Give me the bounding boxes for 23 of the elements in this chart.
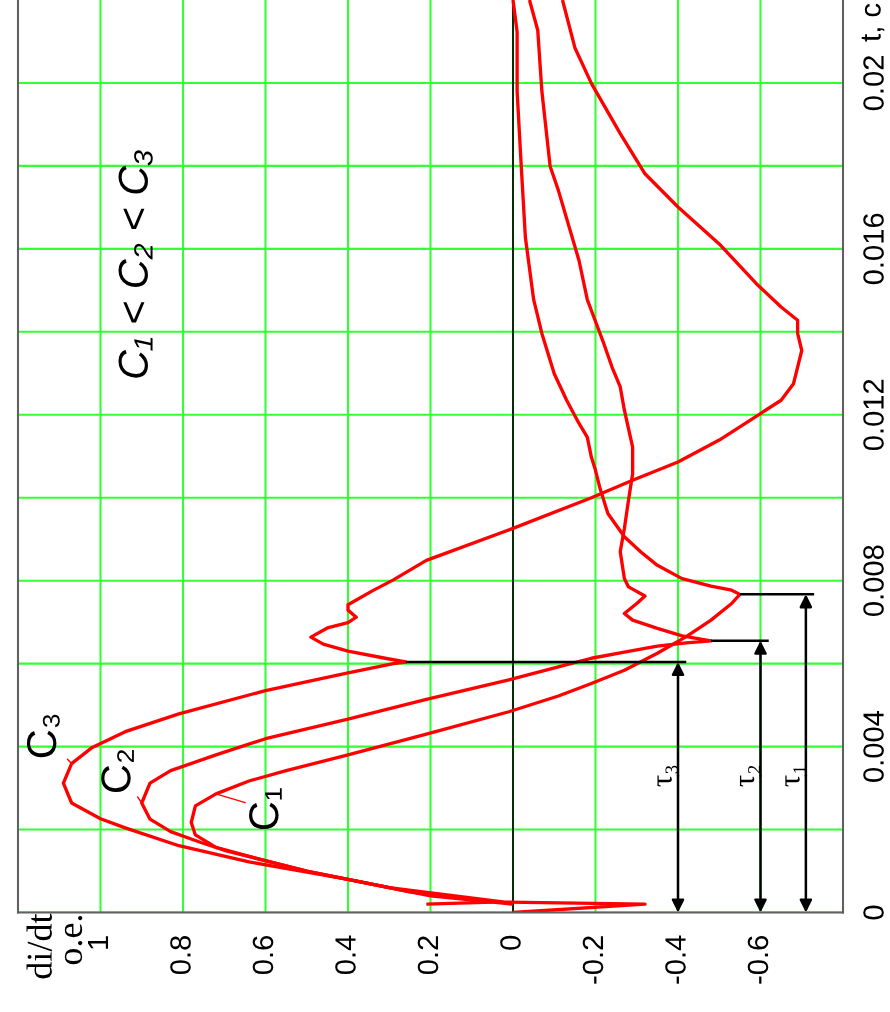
y-tick-label: 0.016	[863, 213, 884, 285]
x-tick-label: -0.2	[582, 936, 604, 984]
y-tick-label: 0.012	[863, 379, 884, 451]
x-tick-label: 0.2	[417, 936, 439, 975]
annotation: C₁ < C₂ < C₃	[118, 150, 153, 378]
x-tick-label: 0	[500, 935, 521, 950]
y-tick-label: 0.004	[863, 710, 884, 782]
y-tick-label: 0	[863, 905, 884, 920]
x-tick-label: 0.6	[252, 936, 274, 975]
text: C₂	[101, 750, 134, 793]
x-tick-label: 0.8	[170, 935, 191, 975]
x-tick-label: -0.6	[747, 936, 769, 984]
text: di/dt о.е.	[26, 913, 83, 979]
x-tick-label: 1	[87, 936, 109, 949]
y-tick-label: 0.008	[863, 545, 884, 617]
y-tick-label: 0.02	[863, 56, 884, 111]
x-tick-label: 0.4	[335, 935, 356, 975]
text: C₃	[26, 714, 60, 758]
annotation: τ₁	[785, 766, 806, 787]
x-tick-label: -0.4	[665, 935, 686, 984]
legend-label: C₁	[249, 788, 282, 830]
y-axis-title: t, с	[861, 3, 885, 42]
annotation: τ₂	[739, 765, 761, 787]
